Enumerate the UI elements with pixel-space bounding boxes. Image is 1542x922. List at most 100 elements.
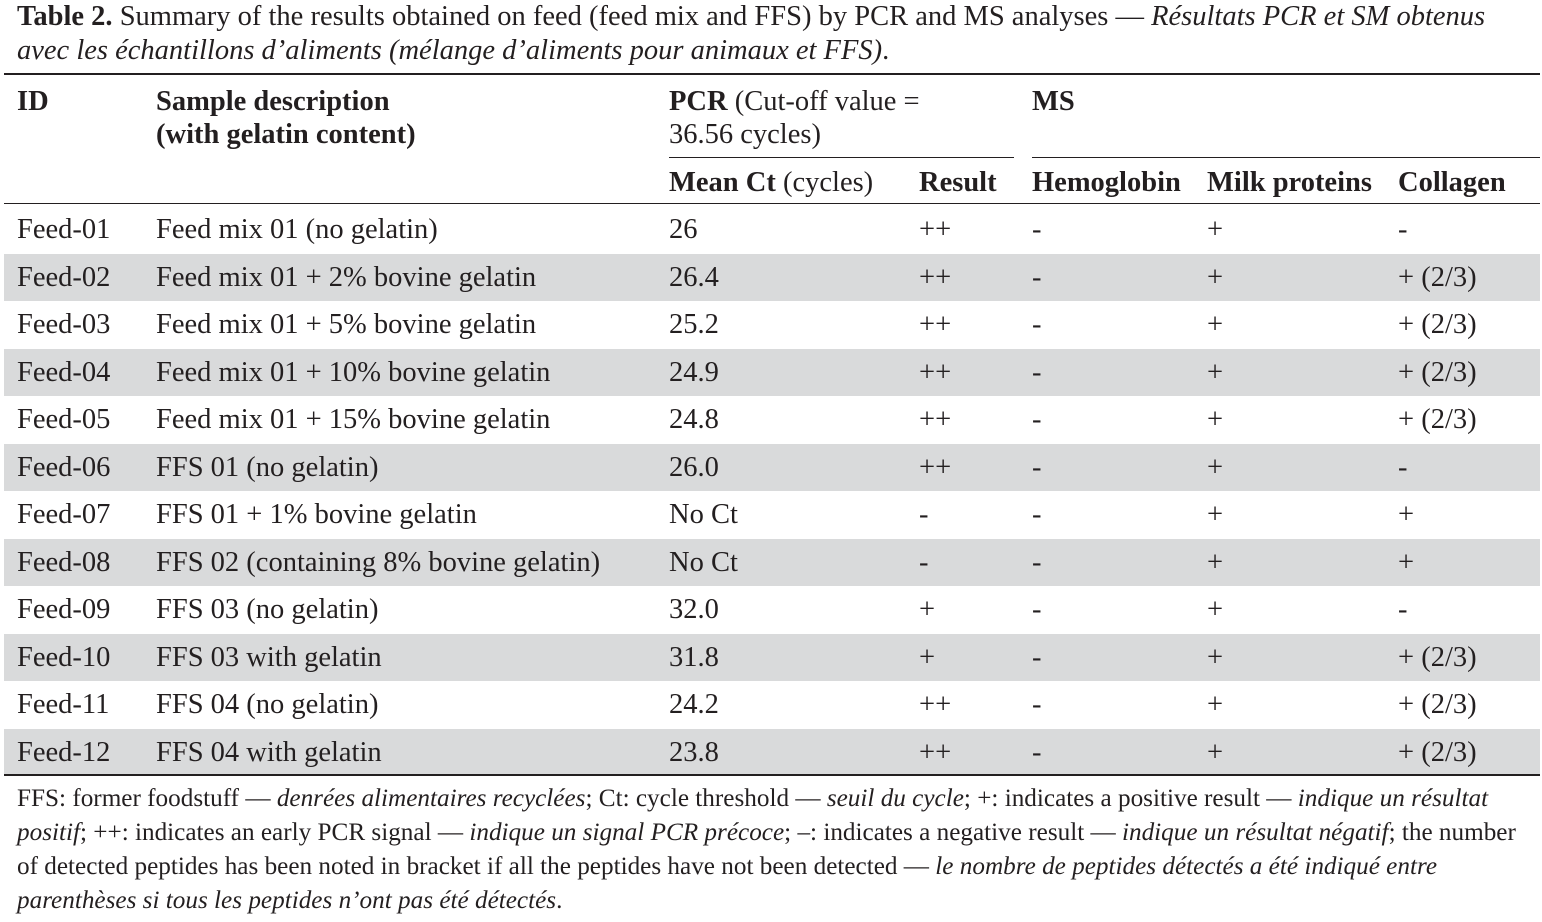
cell-mean-ct: No Ct (669, 499, 738, 530)
cell-milk-proteins: + (1207, 404, 1224, 435)
ms-group-rule (1032, 157, 1540, 158)
cell-id: Feed-10 (17, 641, 111, 673)
cell-mean-ct: 25.2 (669, 309, 719, 340)
pcr-group-rule (669, 157, 1014, 158)
cell-sample: Feed mix 01 + 10% bovine gelatin (156, 356, 551, 388)
cell-mean-ct: 26.0 (669, 451, 719, 483)
table-row: Feed-03 Feed mix 01 + 5% bovine gelatin … (4, 301, 1540, 349)
cell-sample: FFS 02 (containing 8% bovine gelatin) (156, 546, 601, 578)
cell-milk-proteins: + (1207, 356, 1224, 388)
cell-hemoglobin: - (1032, 404, 1042, 435)
table-caption: Table 2. Summary of the results obtained… (17, 0, 1532, 68)
cell-result: - (919, 546, 929, 578)
cell-id: Feed-03 (17, 309, 111, 340)
cell-mean-ct: 24.8 (669, 404, 719, 435)
cell-mean-ct: 24.2 (669, 689, 719, 720)
cell-result: ++ (919, 309, 952, 340)
cell-hemoglobin: - (1032, 309, 1042, 340)
header-rule (4, 203, 1540, 204)
caption-text-fr: Résultats PCR et SM obtenus avec les éch… (17, 1, 1486, 66)
cell-hemoglobin: - (1032, 214, 1042, 245)
cell-milk-proteins: + (1207, 736, 1224, 768)
table-row: Feed-10 FFS 03 with gelatin 31.8 + - + +… (4, 633, 1540, 681)
cell-result: ++ (919, 356, 952, 388)
cell-hemoglobin: - (1032, 451, 1042, 483)
cell-milk-proteins: + (1207, 261, 1224, 293)
cell-milk-proteins: + (1207, 546, 1224, 578)
cell-result: + (919, 594, 936, 625)
cell-collagen: + (2/3) (1398, 309, 1477, 340)
cell-mean-ct: No Ct (669, 546, 738, 578)
cell-hemoglobin: - (1032, 641, 1042, 673)
cell-result: - (919, 499, 929, 530)
header-mean-ct: Mean Ct (cycles) (669, 167, 874, 198)
header-result: Result (919, 167, 997, 198)
table-row: Feed-07 FFS 01 + 1% bovine gelatin No Ct… (4, 491, 1540, 539)
header-ms: MS (1032, 86, 1075, 117)
cell-result: + (919, 641, 936, 673)
table-row: Feed-12 FFS 04 with gelatin 23.8 ++ - + … (4, 728, 1540, 776)
cell-milk-proteins: + (1207, 499, 1224, 530)
cell-sample: FFS 03 (no gelatin) (156, 594, 379, 625)
cell-id: Feed-02 (17, 261, 111, 293)
table-row: Feed-11 FFS 04 (no gelatin) 24.2 ++ - + … (4, 681, 1540, 729)
cell-sample: Feed mix 01 (no gelatin) (156, 214, 438, 245)
cell-collagen: + (1398, 546, 1415, 578)
cell-mean-ct: 32.0 (669, 594, 719, 625)
cell-result: ++ (919, 261, 952, 293)
cell-id: Feed-11 (17, 689, 110, 720)
cell-hemoglobin: - (1032, 356, 1042, 388)
cell-sample: Feed mix 01 + 5% bovine gelatin (156, 309, 537, 340)
cell-collagen: + (2/3) (1398, 404, 1477, 435)
cell-collagen: + (2/3) (1398, 689, 1477, 720)
cell-collagen: + (2/3) (1398, 641, 1477, 673)
cell-collagen: - (1398, 214, 1408, 245)
table-row: Feed-08 FFS 02 (containing 8% bovine gel… (4, 538, 1540, 586)
cell-milk-proteins: + (1207, 451, 1224, 483)
cell-id: Feed-09 (17, 594, 111, 625)
caption-end: . (882, 35, 890, 66)
cell-mean-ct: 24.9 (669, 356, 719, 388)
table-footnote: FFS: former foodstuff — denrées alimenta… (17, 785, 1516, 914)
cell-id: Feed-06 (17, 451, 111, 483)
cell-sample: FFS 04 with gelatin (156, 736, 382, 768)
cell-collagen: - (1398, 594, 1408, 625)
cell-hemoglobin: - (1032, 499, 1042, 530)
cell-collagen: - (1398, 451, 1408, 483)
caption-text-en: Summary of the results obtained on feed … (112, 1, 1152, 32)
cell-hemoglobin: - (1032, 689, 1042, 720)
cell-collagen: + (2/3) (1398, 261, 1477, 293)
cell-hemoglobin: - (1032, 261, 1042, 293)
cell-result: ++ (919, 736, 952, 768)
cell-id: Feed-04 (17, 356, 111, 388)
cell-sample: Feed mix 01 + 15% bovine gelatin (156, 404, 551, 435)
cell-id: Feed-05 (17, 404, 111, 435)
cell-sample: FFS 04 (no gelatin) (156, 689, 379, 720)
table-row: Feed-01 Feed mix 01 (no gelatin) 26 ++ -… (4, 206, 1540, 254)
cell-hemoglobin: - (1032, 546, 1042, 578)
cell-sample: FFS 03 with gelatin (156, 641, 382, 673)
table-row: Feed-06 FFS 01 (no gelatin) 26.0 ++ - + … (4, 443, 1540, 491)
cell-milk-proteins: + (1207, 641, 1224, 673)
cell-hemoglobin: - (1032, 736, 1042, 768)
header-milk-proteins: Milk proteins (1207, 167, 1372, 198)
bottom-rule (4, 774, 1540, 776)
table-row: Feed-02 Feed mix 01 + 2% bovine gelatin … (4, 253, 1540, 301)
cell-id: Feed-08 (17, 546, 111, 578)
header-pcr: PCR (Cut-off value = 36.56 cycles) (669, 86, 920, 150)
cell-milk-proteins: + (1207, 309, 1224, 340)
header-collagen: Collagen (1398, 167, 1506, 198)
top-rule (4, 73, 1540, 75)
cell-mean-ct: 31.8 (669, 641, 719, 673)
cell-result: ++ (919, 451, 952, 483)
cell-id: Feed-01 (17, 214, 111, 245)
cell-result: ++ (919, 404, 952, 435)
table-row: Feed-09 FFS 03 (no gelatin) 32.0 + - + - (4, 586, 1540, 634)
cell-result: ++ (919, 689, 952, 720)
cell-milk-proteins: + (1207, 594, 1224, 625)
cell-id: Feed-07 (17, 499, 111, 530)
cell-hemoglobin: - (1032, 594, 1042, 625)
cell-sample: FFS 01 (no gelatin) (156, 451, 379, 483)
cell-id: Feed-12 (17, 736, 111, 768)
cell-milk-proteins: + (1207, 214, 1224, 245)
